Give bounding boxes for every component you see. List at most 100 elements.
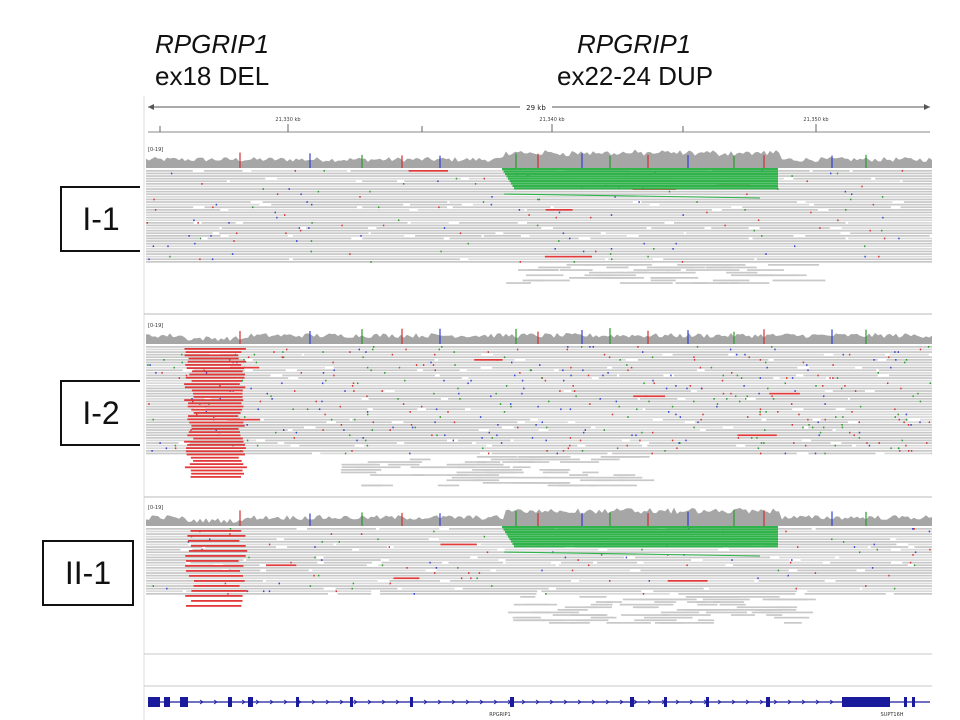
exon [852,697,890,707]
read-alignment [404,442,472,444]
read-alignment [865,569,932,572]
read-alignment [513,603,558,606]
read-alignment [146,439,257,442]
read-alignment [146,180,227,183]
read-mismatch [281,382,283,385]
read-mismatch [558,211,561,214]
read-alignment [718,282,739,284]
read-alignment [422,369,460,372]
deletion-read [188,415,239,417]
sample-label-i-2: I-2 [60,380,142,446]
read-alignment [496,569,630,572]
read-mismatch [795,587,797,590]
read-alignment [341,463,380,466]
read-mismatch [834,444,836,447]
discordant-read [440,543,477,546]
read-mismatch [643,242,645,245]
sample-track-ii-1: [0-19] [146,505,932,624]
read-mismatch [567,346,569,348]
read-alignment [672,353,729,356]
read-mismatch [444,434,446,437]
strand-arrow [451,699,456,705]
read-mismatch [229,528,232,530]
read-alignment [857,421,932,424]
read-mismatch [807,418,809,421]
read-mismatch [567,447,569,450]
deletion-read [187,418,240,421]
read-alignment [686,269,740,271]
read-mismatch [802,426,804,429]
read-mismatch [271,398,273,400]
read-mismatch [274,211,276,214]
deletion-read [185,376,245,379]
read-alignment [146,567,932,569]
read-mismatch [321,400,323,403]
read-mismatch [459,398,461,400]
read-alignment [292,235,405,237]
read-mismatch [819,431,822,434]
read-mismatch [229,359,231,361]
read-mismatch [537,405,539,408]
read-mismatch [570,366,572,369]
read-mismatch [290,561,292,564]
read-mismatch [900,387,902,390]
read-alignment [512,466,531,469]
read-mismatch [817,374,819,377]
read-mismatch [262,188,264,190]
read-mismatch [581,346,583,348]
read-alignment [541,590,642,593]
read-alignment [449,237,579,240]
coverage-range-label: [0-19] [148,505,163,511]
read-mismatch [832,364,834,366]
read-mismatch [193,219,195,222]
read-mismatch [497,424,499,426]
read-mismatch [372,348,374,351]
read-alignment [146,374,271,377]
read-mismatch [344,452,347,455]
read-mismatch [338,541,340,543]
read-mismatch [453,421,456,424]
read-alignment [323,556,471,559]
read-alignment [832,377,932,379]
exon [148,697,160,707]
read-mismatch [772,398,775,400]
deletion-read [186,453,245,456]
read-mismatch [521,392,523,395]
read-mismatch [668,190,671,193]
read-alignment [335,587,398,590]
read-mismatch [851,193,853,196]
exon [296,697,299,707]
read-mismatch [589,346,591,348]
read-mismatch [293,437,295,439]
read-alignment [340,471,377,474]
read-mismatch [679,442,681,444]
read-alignment [571,390,691,392]
read-alignment [618,479,655,482]
read-alignment [426,408,465,411]
sample-track-i-2: [0-19] [146,323,932,487]
deletion-read [185,450,244,453]
read-alignment [527,269,559,271]
read-mismatch [205,411,207,413]
read-mismatch [284,214,286,216]
strand-arrow [199,699,204,705]
read-mismatch [434,353,436,356]
read-mismatch [912,554,914,556]
read-mismatch [306,408,309,411]
read-mismatch [548,400,550,403]
deletion-read [189,463,244,465]
read-alignment [696,390,825,392]
read-alignment [705,611,747,614]
read-alignment [766,614,783,616]
read-mismatch [784,452,787,455]
deletion-read [190,545,246,547]
read-mismatch [292,408,294,411]
read-mismatch [562,450,565,452]
deletion-read [184,354,239,357]
read-mismatch [435,567,438,569]
read-mismatch [685,439,687,442]
read-mismatch [861,185,863,188]
read-alignment [636,606,655,609]
read-alignment [263,418,350,421]
read-alignment [731,274,774,277]
